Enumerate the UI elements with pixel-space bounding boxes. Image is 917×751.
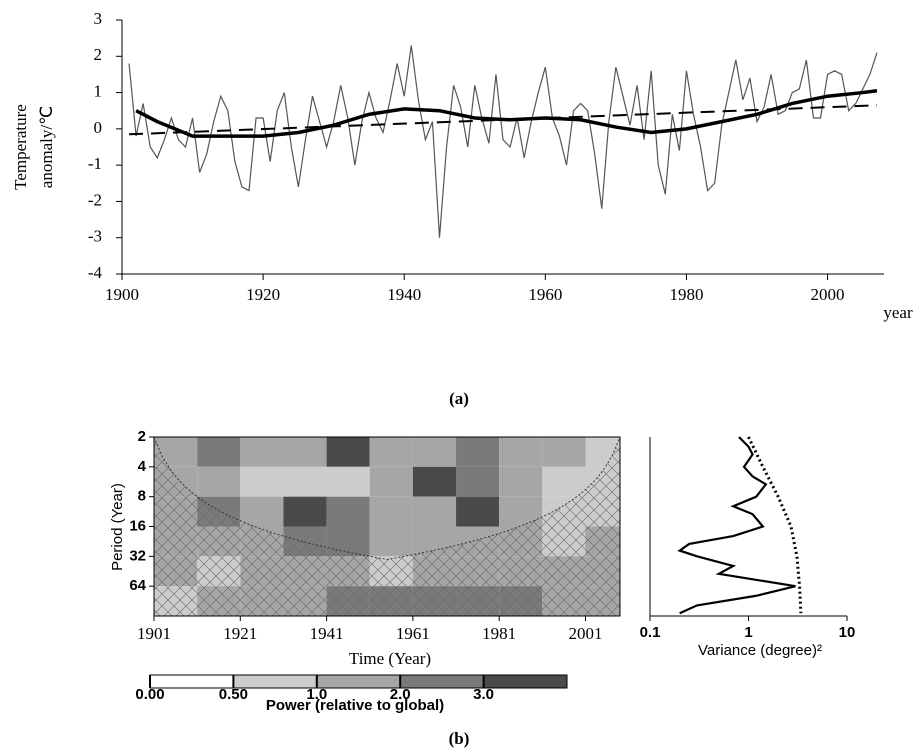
cone-line — [153, 436, 621, 560]
x-tick-label: 1981 — [482, 624, 516, 643]
y-axis-label: Period (Year) — [109, 483, 126, 571]
cone-hatch — [154, 437, 620, 616]
y-tick-label: 16 — [129, 517, 146, 534]
heat-cell — [456, 437, 500, 467]
caption: (b) — [449, 729, 470, 748]
heat-cell — [412, 466, 457, 497]
y-tick-label: 1 — [94, 81, 103, 100]
y-tick-label: -1 — [88, 154, 102, 173]
y-tick-label: 4 — [138, 458, 147, 475]
heat-cell — [283, 437, 327, 467]
x-tick-label: 2000 — [811, 285, 845, 304]
colorbar-tick-label: 1.0 — [306, 686, 327, 703]
heat-cell — [283, 466, 327, 497]
heat-cell — [197, 437, 241, 467]
heat-cell — [412, 437, 457, 467]
x-tick-label: 1940 — [387, 285, 421, 304]
x-tick-label: 1921 — [223, 624, 257, 643]
panel-c: 0.1 1 10 Variance (degree)² — [640, 436, 856, 659]
heat-cell — [412, 496, 457, 527]
colorbar-label: Power (relative to global) — [266, 697, 444, 714]
heat-cell — [240, 437, 284, 467]
x-tick-label: 1 — [744, 624, 752, 641]
heat-cell — [456, 496, 500, 527]
heat-cell — [456, 466, 500, 497]
y-axis-label: anomaly/℃ — [37, 106, 56, 188]
y-tick-label: -3 — [88, 227, 102, 246]
heat-cell — [326, 496, 370, 527]
x-tick-label: 1960 — [528, 285, 562, 304]
colorbar-swatch — [316, 674, 401, 689]
y-tick-label: -2 — [88, 190, 102, 209]
spectrum-line — [677, 436, 796, 615]
colorbar-tick-label: 3.0 — [473, 686, 494, 703]
heat-cell — [326, 466, 370, 497]
heat-cell — [326, 437, 370, 467]
x-axis-label: Variance (degree)² — [698, 642, 822, 659]
y-tick-label: 64 — [129, 577, 146, 594]
heat-cell — [369, 466, 413, 497]
colorbar-swatch — [399, 674, 485, 689]
heat-cell — [499, 466, 543, 497]
x-tick-label: 1900 — [105, 285, 139, 304]
heat-cell — [369, 526, 413, 557]
y-tick-label: 8 — [138, 488, 146, 505]
heat-cell — [542, 466, 586, 497]
heat-cell — [197, 466, 241, 497]
panel-a: -4 -3 -2 -1 0 1 2 3 1900 1920 1940 1960 1980 2000 Temp… — [11, 9, 913, 408]
y-axis-label: Temperature — [11, 104, 30, 190]
heat-cell — [499, 437, 543, 467]
data-line — [128, 45, 878, 238]
colorbar-tick-label: 0.50 — [219, 686, 248, 703]
heat-cell — [240, 496, 284, 527]
panel-b: 2 4 8 16 32 64 1901 1921 1941 1961 1981 2001 Period … — [109, 428, 621, 748]
colorbar-swatch — [483, 674, 568, 689]
x-tick-label: 1980 — [669, 285, 703, 304]
y-tick-label: 32 — [129, 547, 146, 564]
heat-cell — [369, 437, 413, 467]
y-tick-label: 2 — [138, 428, 146, 445]
x-tick-label: 1920 — [246, 285, 280, 304]
heat-cell — [283, 496, 327, 527]
x-tick-label: 1941 — [310, 624, 344, 643]
data-line — [129, 104, 877, 136]
heat-cell — [542, 437, 586, 467]
y-tick-label: -4 — [88, 263, 103, 282]
colorbar-tick-label: 2.0 — [390, 686, 411, 703]
heat-cell — [369, 496, 413, 527]
y-tick-label: 3 — [94, 9, 103, 28]
heat-cell — [240, 466, 284, 497]
x-axis-label: Time (Year) — [349, 649, 431, 668]
y-tick-label: 0 — [94, 118, 103, 137]
caption: (a) — [449, 389, 469, 408]
x-tick-label: 1901 — [137, 624, 171, 643]
x-axis-label: year — [883, 303, 913, 322]
x-tick-label: 1961 — [396, 624, 430, 643]
colorbar-tick-label: 0.00 — [135, 686, 164, 703]
x-tick-label: 10 — [839, 624, 856, 641]
y-tick-label: 2 — [94, 45, 103, 64]
x-tick-label: 2001 — [568, 624, 602, 643]
x-tick-label: 0.1 — [640, 624, 661, 641]
